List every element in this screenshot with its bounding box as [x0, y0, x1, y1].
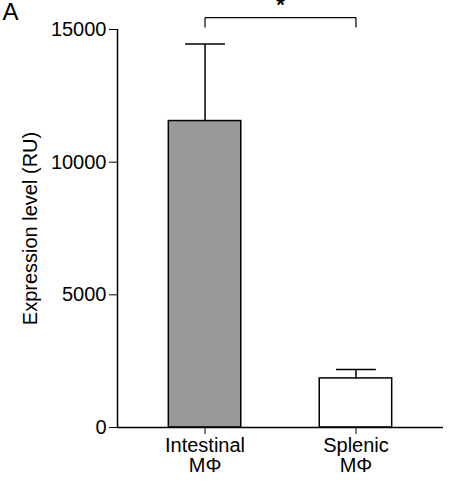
svg-text:A: A [3, 0, 19, 25]
svg-text:0: 0 [95, 416, 106, 438]
svg-text:*: * [276, 0, 285, 17]
svg-text:10000: 10000 [51, 151, 107, 173]
svg-text:SplenicMΦ: SplenicMΦ [323, 434, 389, 476]
svg-text:5000: 5000 [62, 283, 107, 305]
svg-text:Expression level (RU): Expression level (RU) [19, 132, 41, 325]
svg-text:15000: 15000 [51, 18, 107, 40]
svg-text:IntestinalMΦ: IntestinalMΦ [165, 434, 245, 476]
